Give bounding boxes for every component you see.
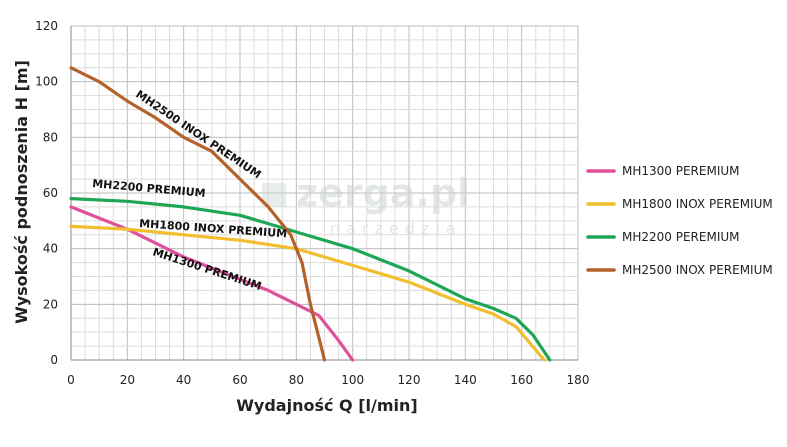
y-tick-label: 80	[43, 130, 58, 144]
series-line-0	[69, 205, 355, 362]
legend-label: MH2200 PEREMIUM	[622, 230, 740, 244]
curve-label-mh2500: MH2500 INOX PREMIUM	[133, 88, 263, 182]
x-tick-label: 60	[232, 373, 247, 387]
watermark-subtext: narzedzia	[330, 219, 462, 238]
y-tick-label: 120	[35, 19, 58, 33]
y-axis-title: Wysokość podnoszenia H [m]	[12, 60, 31, 324]
x-tick-label: 80	[289, 373, 304, 387]
y-tick-label: 20	[43, 297, 58, 311]
y-tick-label: 100	[35, 75, 58, 89]
curve-label-mh2200: MH2200 PREMIUM	[92, 177, 206, 200]
series-line-2	[69, 197, 552, 362]
x-axis-title: Wydajność Q [l/min]	[236, 396, 417, 415]
series-line-1	[69, 224, 546, 362]
legend-label: MH2500 INOX PEREMIUM	[622, 263, 773, 277]
curves	[69, 66, 552, 362]
series-line-3	[69, 66, 327, 362]
watermark-text: zerga.pl	[296, 171, 470, 215]
curve-label-mh1300: MH1300 PREMIUM	[151, 245, 263, 292]
x-tick-label: 20	[120, 373, 135, 387]
x-tick-label: 120	[398, 373, 421, 387]
watermark: zerga.pl narzedzia	[262, 171, 470, 238]
x-tick-label: 160	[510, 373, 533, 387]
legend-label: MH1800 INOX PEREMIUM	[622, 197, 773, 211]
x-tick-label: 0	[67, 373, 75, 387]
x-tick-label: 140	[454, 373, 477, 387]
x-tick-label: 180	[567, 373, 590, 387]
y-tick-label: 60	[43, 186, 58, 200]
x-tick-label: 40	[176, 373, 191, 387]
legend: MH1300 PEREMIUM MH1800 INOX PEREMIUM MH220…	[586, 164, 773, 277]
y-tick-label: 40	[43, 242, 58, 256]
legend-label: MH1300 PEREMIUM	[622, 164, 740, 178]
x-tick-label: 100	[341, 373, 364, 387]
y-tick-label: 0	[50, 353, 58, 367]
